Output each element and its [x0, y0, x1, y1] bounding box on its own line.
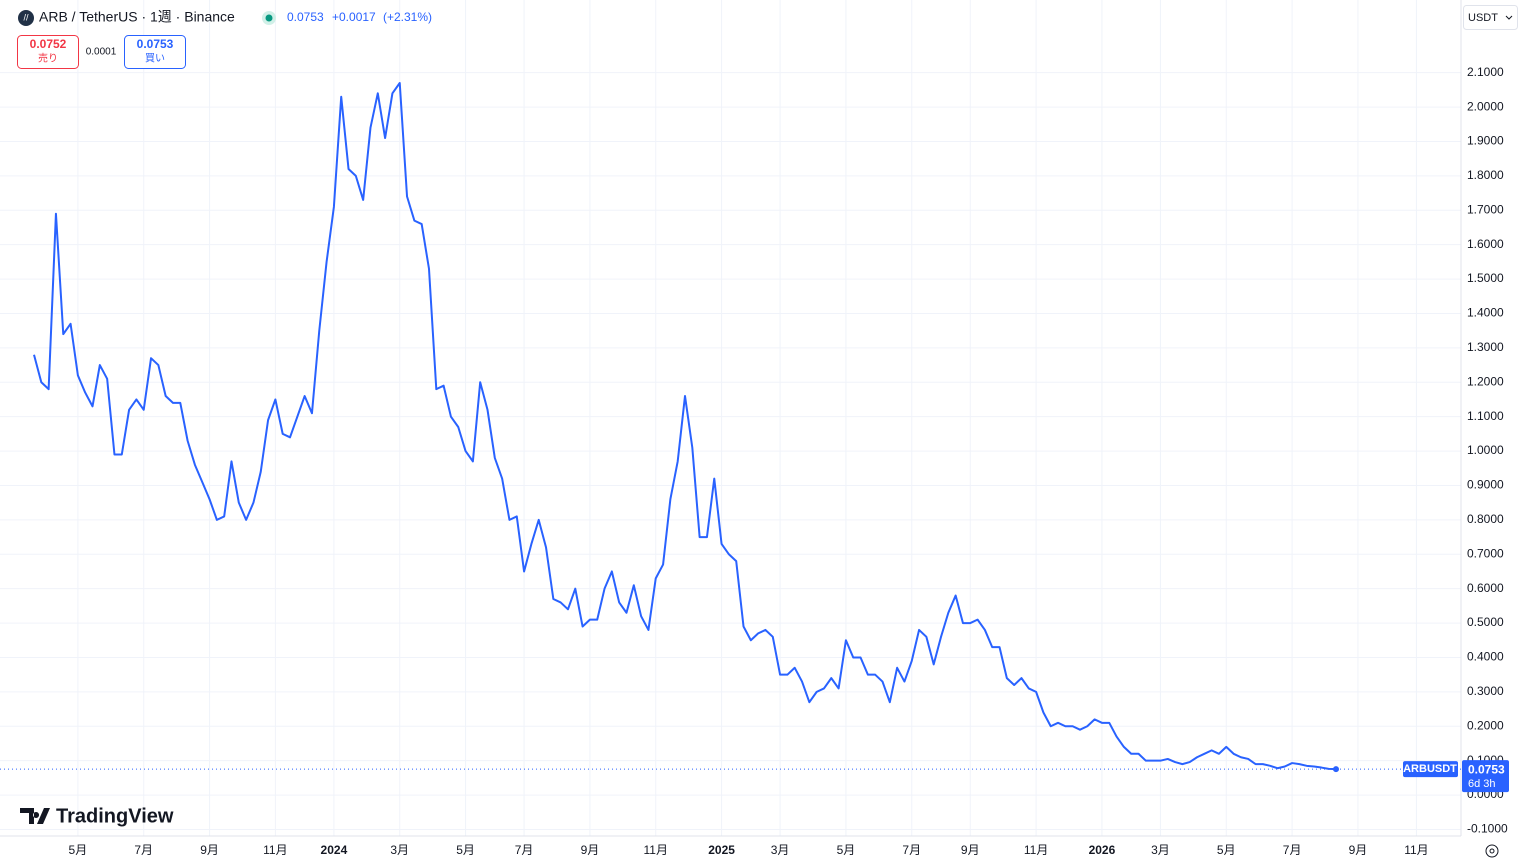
status-dot [265, 14, 273, 22]
price-tag-value: 0.0753 [1468, 762, 1505, 776]
plot [0, 82, 1461, 773]
x-tick-label: 9月 [1349, 843, 1368, 857]
x-tick-label: 7月 [1283, 843, 1302, 857]
x-tick-label: 9月 [581, 843, 600, 857]
x-tick-label: 5月 [1217, 843, 1236, 857]
x-tick-label: 5月 [69, 843, 88, 857]
x-tick-label: 9月 [961, 843, 980, 857]
sell-button[interactable] [17, 35, 79, 69]
x-tick-label: 2026 [1089, 843, 1116, 857]
brand-logo [20, 808, 50, 824]
settings-icon-center[interactable] [1489, 848, 1495, 854]
x-tick-label: 3月 [1151, 843, 1170, 857]
x-tick-label: 2024 [321, 843, 348, 857]
grid [0, 0, 1461, 836]
change: +0.0017 [332, 10, 376, 24]
x-tick-label: 11月 [263, 843, 287, 857]
x-tick-label: 9月 [200, 843, 219, 857]
price: 0.0753 [287, 10, 324, 24]
y-tick-label: 1.1000 [1467, 409, 1504, 423]
y-tick-label: 1.5000 [1467, 271, 1504, 285]
y-tick-label: 0.7000 [1467, 546, 1504, 560]
buy-price[interactable]: 0.0753 [137, 37, 174, 51]
price-line [33, 82, 1337, 771]
y-tick-label: 2.1000 [1467, 65, 1504, 79]
spread: 0.0001 [86, 47, 117, 58]
y-tick-label: 1.0000 [1467, 443, 1504, 457]
y-tick-label: 1.7000 [1467, 202, 1504, 216]
currency-selector[interactable] [1463, 5, 1518, 30]
symbol-title: ARB / TetherUS · 1週 · Binance [39, 9, 235, 25]
y-tick-label: 0.4000 [1467, 650, 1504, 664]
y-tick-label: 0.5000 [1467, 615, 1504, 629]
last-point [1333, 766, 1339, 773]
y-tick-label: 0.9000 [1467, 478, 1504, 492]
x-tick-label: 7月 [134, 843, 153, 857]
price-tag-countdown: 6d 3h [1468, 778, 1496, 790]
change-percent: (+2.31%) [383, 10, 432, 24]
y-tick-label: 0.6000 [1467, 581, 1504, 595]
x-tick-label: 5月 [837, 843, 856, 857]
y-tick-label: 0.2000 [1467, 718, 1504, 732]
x-tick-label: 7月 [902, 843, 921, 857]
y-tick-label: 1.4000 [1467, 306, 1504, 320]
buy-button[interactable] [124, 35, 186, 69]
price-tag [1462, 760, 1509, 793]
y-tick-label: 1.9000 [1467, 134, 1504, 148]
series-tag-label: ARBUSDT [1403, 763, 1457, 775]
x-tick-label: 3月 [390, 843, 409, 857]
x-tick-label: 11月 [1404, 843, 1428, 857]
y-tick-label: 1.8000 [1467, 168, 1504, 182]
dropdown-arrow[interactable] [1505, 15, 1513, 20]
x-tick-label: 11月 [1024, 843, 1048, 857]
y-tick-label: 1.6000 [1467, 237, 1504, 251]
y-tick-label: -0.1000 [1467, 822, 1508, 836]
buy-label[interactable]: 買い [145, 53, 165, 65]
y-tick-label: 0.3000 [1467, 684, 1504, 698]
symbol-icon [18, 10, 34, 26]
sell-price[interactable]: 0.0752 [30, 37, 67, 51]
brand-name: TradingView [56, 805, 174, 827]
sell-label[interactable]: 売り [38, 52, 58, 65]
settings-icon[interactable] [1485, 844, 1499, 858]
currency[interactable]: USDT [1468, 12, 1498, 24]
x-tick-label: 3月 [771, 843, 790, 857]
y-tick-label: 2.0000 [1467, 99, 1504, 113]
y-tick-label: 1.2000 [1467, 374, 1504, 388]
y-tick-label: 0.8000 [1467, 512, 1504, 526]
series-tag [1403, 761, 1458, 778]
x-tick-label: 11月 [644, 843, 668, 857]
symbol-icon-glyph: // [23, 12, 29, 22]
y-tick-label: 1.3000 [1467, 340, 1504, 354]
x-tick-label: 7月 [515, 843, 534, 857]
x-tick-label: 2025 [708, 843, 735, 857]
x-tick-label: 5月 [456, 843, 475, 857]
